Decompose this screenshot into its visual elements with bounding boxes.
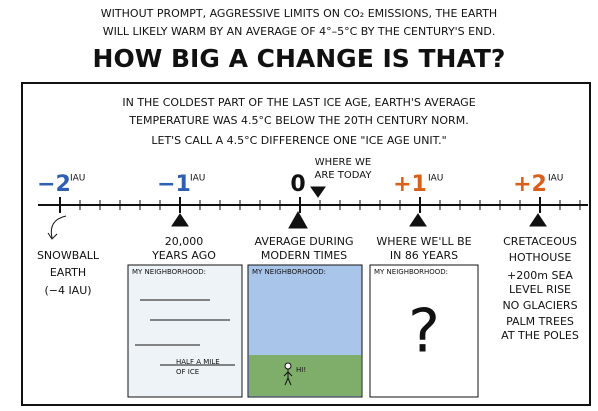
panel-caption: AVERAGE DURING	[255, 235, 354, 248]
timeline-ticks	[59, 197, 581, 213]
marker-unit: IAU	[548, 174, 563, 184]
header-line: WILL LIKELY WARM BY AN AVERAGE OF 4°–5°C…	[103, 25, 496, 38]
panel-label: MY NEIGHBORHOOD:	[374, 268, 448, 276]
snowball-arrow	[50, 215, 67, 239]
ground	[249, 355, 361, 396]
pointer	[529, 213, 547, 227]
panel-caption: WHERE WE'LL BE	[376, 235, 471, 248]
snowball-label: SNOWBALL	[37, 249, 100, 262]
marker-unit: IAU	[70, 174, 85, 184]
cretaceous-note: PALM TREES	[506, 315, 574, 328]
cretaceous-note: NO GLACIERS	[502, 299, 577, 312]
cretaceous-caption: CRETACEOUS	[503, 235, 577, 248]
panel-caption: MODERN TIMES	[261, 249, 347, 262]
marker-value: +1	[393, 172, 427, 197]
pointer	[171, 213, 189, 227]
panel-caption: YEARS AGO	[151, 249, 216, 262]
panel-question: ?	[408, 297, 440, 367]
panel-note: HI!	[296, 366, 306, 374]
stick-figure	[283, 369, 293, 386]
marker-value: +2	[513, 172, 547, 197]
panel	[369, 264, 479, 398]
today-label: ARE TODAY	[315, 170, 373, 181]
panel-caption: 20,000	[165, 235, 204, 248]
cretaceous-caption: HOTHOUSE	[509, 251, 572, 264]
marker-unit: IAU	[428, 174, 443, 184]
intro-line: TEMPERATURE WAS 4.5°C BELOW THE 20TH CEN…	[128, 114, 468, 127]
title: HOW BIG A CHANGE IS THAT?	[93, 44, 506, 73]
ice-lines	[135, 299, 235, 366]
panel-label: MY NEIGHBORHOOD:	[132, 268, 206, 276]
marker-value: −1	[157, 172, 191, 197]
panel-note: HALF A MILE	[176, 358, 220, 366]
pointer	[409, 213, 427, 227]
snowball-label: EARTH	[50, 266, 86, 279]
today-pointer	[310, 186, 326, 198]
snowball-arrow-head	[47, 232, 58, 240]
snowball-label: (−4 IAU)	[44, 284, 91, 297]
panel-caption: IN 86 YEARS	[390, 249, 458, 262]
panel-label: MY NEIGHBORHOOD:	[252, 268, 326, 276]
panel-note: OF ICE	[176, 368, 199, 376]
header-line: WITHOUT PROMPT, AGGRESSIVE LIMITS ON CO₂…	[101, 7, 497, 20]
marker-unit: IAU	[190, 174, 205, 184]
today-label: WHERE WE	[315, 157, 371, 168]
panel	[127, 264, 243, 398]
marker-value: 0	[290, 172, 305, 197]
stick-figure-head	[284, 362, 292, 370]
intro-line: LET'S CALL A 4.5°C DIFFERENCE ONE "ICE A…	[151, 134, 446, 147]
pointer	[288, 210, 308, 229]
intro-line: IN THE COLDEST PART OF THE LAST ICE AGE,…	[122, 96, 475, 109]
cretaceous-note: AT THE POLES	[501, 329, 579, 342]
marker-value: −2	[37, 172, 71, 197]
cretaceous-note: LEVEL RISE	[509, 283, 571, 296]
frame	[21, 82, 591, 406]
cretaceous-note: +200m SEA	[507, 269, 573, 282]
